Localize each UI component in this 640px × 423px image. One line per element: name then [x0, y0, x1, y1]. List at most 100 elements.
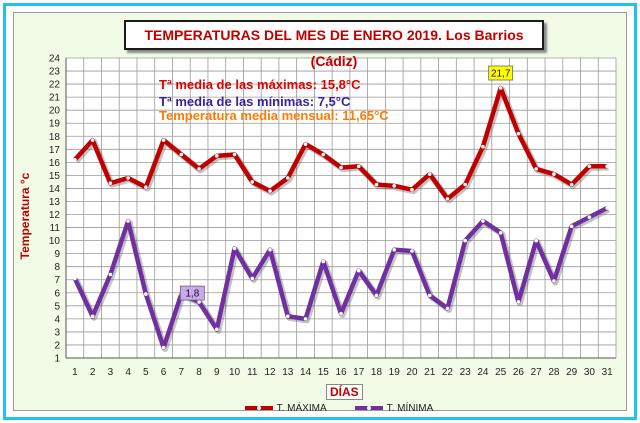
- x-tick-label: 15: [318, 367, 330, 378]
- y-tick-label: 21: [49, 93, 61, 104]
- data-point-min: [321, 259, 326, 264]
- legend-item-max: T. MÁXIMA: [244, 403, 327, 414]
- x-tick-label: 6: [161, 367, 167, 378]
- x-tick-label: 20: [406, 367, 418, 378]
- x-tick-label: 22: [442, 367, 454, 378]
- x-tick-label: 30: [584, 367, 596, 378]
- y-tick-label: 7: [54, 275, 60, 286]
- data-point-min: [427, 293, 432, 298]
- x-tick-label: 28: [548, 367, 560, 378]
- data-point-min: [232, 246, 237, 251]
- y-tick-label: 23: [49, 67, 61, 78]
- data-point-min: [605, 206, 609, 210]
- data-point-min: [90, 314, 95, 319]
- data-label-box: [488, 65, 514, 81]
- y-tick-label: 9: [54, 249, 60, 260]
- data-point-min: [268, 247, 272, 252]
- data-label: 1,8: [185, 289, 199, 300]
- y-tick-label: 22: [49, 80, 61, 91]
- x-tick-label: 16: [335, 367, 347, 378]
- data-point-max: [250, 180, 255, 184]
- data-point-min: [73, 276, 77, 281]
- data-label: 21,7: [491, 69, 511, 80]
- x-tick-label: 4: [125, 367, 131, 378]
- x-tick-label: 9: [214, 367, 220, 378]
- data-point-max: [356, 164, 361, 169]
- y-tick-label: 16: [49, 158, 61, 169]
- data-point-min: [569, 224, 574, 229]
- x-tick-label: 25: [495, 367, 507, 378]
- chart-area: 1 2 3 4 5 6 7 8 9 10 11 12 13 14 15 16 17 18 19 20 21 22 23 24 1…: [13, 12, 627, 414]
- data-point-max: [587, 164, 592, 169]
- x-tick-label: 26: [513, 367, 525, 378]
- data-point-max: [445, 197, 450, 201]
- data-point-min: [498, 230, 503, 235]
- data-point-max: [144, 185, 148, 189]
- annotation-avg-max: Tª media de las máximas: 15,8°C: [159, 77, 361, 92]
- y-tick-label: 4: [54, 314, 60, 325]
- annotation-avg-month: Temperatura media mensual: 11,65°C: [159, 108, 389, 123]
- x-tick-label: 12: [264, 367, 276, 378]
- x-axis-title: DÍAS: [326, 384, 363, 400]
- x-tick-label: 14: [300, 367, 312, 378]
- data-point-max: [321, 152, 326, 157]
- y-tick-label: 3: [54, 327, 60, 338]
- x-tick-label: 24: [477, 367, 489, 378]
- data-point-min: [285, 314, 290, 319]
- data-point-min: [552, 279, 556, 283]
- y-tick-label: 12: [49, 210, 61, 221]
- x-tick-label: 5: [143, 367, 149, 378]
- y-tick-label: 1: [54, 354, 60, 365]
- data-point-max: [90, 138, 95, 142]
- data-point-min: [481, 219, 485, 223]
- data-point-max: [534, 167, 538, 171]
- data-point-max: [73, 157, 77, 162]
- data-point-min: [516, 300, 521, 304]
- data-point-max: [197, 167, 201, 171]
- data-point-max: [463, 182, 467, 187]
- x-tick-label: 17: [353, 367, 365, 378]
- y-tick-label: 2: [54, 340, 60, 351]
- data-point-max: [552, 172, 556, 176]
- data-point-max: [108, 181, 113, 186]
- data-point-max: [516, 131, 521, 136]
- y-tick-label: 10: [49, 236, 61, 247]
- x-tick-label: 1: [72, 367, 78, 378]
- data-point-min: [356, 268, 361, 273]
- data-point-max: [161, 138, 166, 142]
- annotation-avg-min: Tª media de las mínimas: 7,5°C: [159, 94, 351, 109]
- data-point-max: [215, 154, 219, 158]
- y-tick-label: 20: [49, 106, 61, 117]
- data-point-max: [303, 142, 308, 146]
- data-point-min: [445, 306, 450, 311]
- data-point-min: [197, 300, 201, 304]
- data-point-min: [144, 292, 148, 296]
- y-tick-label: 14: [49, 184, 61, 195]
- legend-item-min: T. MÍNIMA: [354, 403, 433, 414]
- x-tick-label: 10: [229, 367, 241, 378]
- x-tick-label: 19: [389, 367, 401, 378]
- data-point-min: [410, 249, 414, 253]
- y-tick-label: 18: [49, 132, 61, 143]
- line-chart: 1234567891011121314151617181920212223241…: [49, 54, 617, 378]
- x-tick-label: 13: [282, 367, 294, 378]
- data-point-min: [250, 276, 255, 281]
- chart-title: TEMPERATURAS DEL MES DE ENERO 2019. Los …: [124, 20, 544, 69]
- data-point-max: [427, 172, 432, 176]
- data-point-max: [232, 152, 237, 157]
- x-tick-label: 29: [566, 367, 578, 378]
- x-tick-label: 8: [196, 367, 202, 378]
- data-point-max: [481, 144, 485, 149]
- x-tick-label: 3: [108, 367, 114, 378]
- data-point-min: [587, 215, 592, 219]
- data-point-min: [161, 345, 166, 350]
- x-tick-label: 27: [531, 367, 543, 378]
- data-point-max: [498, 86, 503, 90]
- chart-frame: 1 2 3 4 5 6 7 8 9 10 11 12 13 14 15 16 17 18 19 20 21 22 23 24 1…: [3, 3, 637, 420]
- data-point-max: [605, 164, 609, 169]
- data-point-max: [339, 165, 343, 170]
- data-point-min: [374, 293, 379, 298]
- y-tick-label: 8: [54, 262, 60, 273]
- y-tick-label: 24: [49, 54, 61, 65]
- y-tick-label: 13: [49, 197, 61, 208]
